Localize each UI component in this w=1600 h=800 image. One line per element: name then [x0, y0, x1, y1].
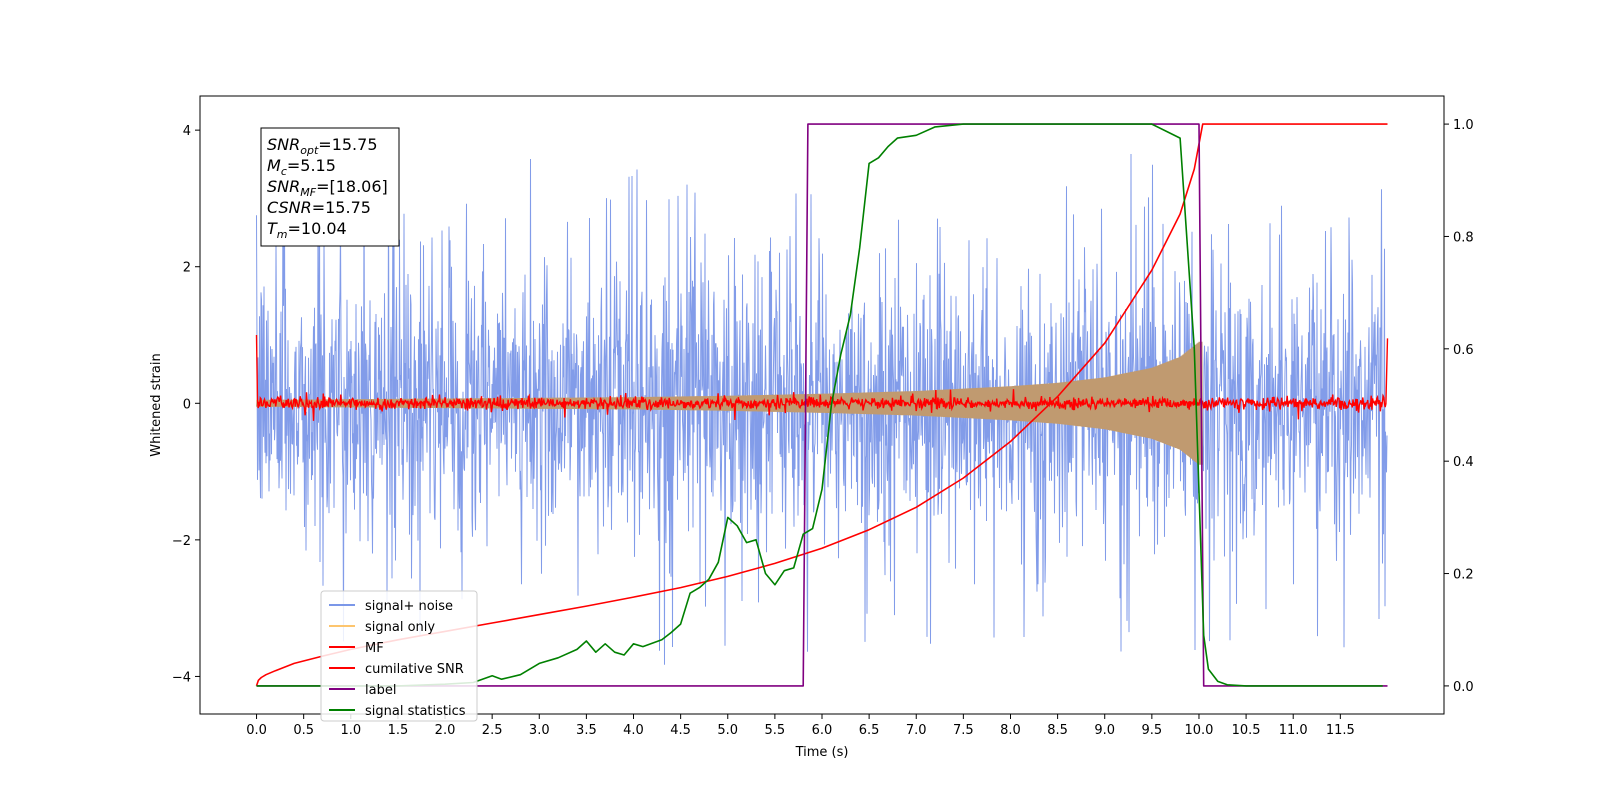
x-tick-label: 4.0 [623, 723, 644, 738]
annotation-line: SNRMF=[18.06] [267, 177, 388, 199]
x-tick-label: 0.5 [293, 723, 314, 738]
legend-entry-label: MF [365, 641, 384, 656]
x-tick-label: 2.0 [435, 723, 456, 738]
y-axis-left: 4 2 0 −2 −4 [172, 124, 200, 685]
x-tick-label: 6.0 [812, 723, 833, 738]
plot-area [255, 123, 1389, 687]
annotation-value: =[18.06] [316, 177, 388, 196]
y-axis-right: 1.0 0.8 0.6 0.4 0.2 0.0 [1444, 118, 1474, 695]
x-tick-label: 3.5 [576, 723, 597, 738]
annotation-subscript: MF [300, 186, 316, 199]
series-mf [255, 334, 1389, 421]
x-axis: 0.0 0.5 1.0 1.5 2.0 2.5 3.0 3.5 4.0 4.5 5.0 5.5 6.0 6… [246, 714, 1355, 738]
y-axis-label: Whitened strain [149, 353, 164, 456]
x-tick-label: 0.0 [246, 723, 267, 738]
legend-entry-label: signal only [365, 620, 435, 635]
y-tick-label: 2 [183, 261, 191, 276]
legend-entry-label: signal+ noise [365, 599, 453, 614]
x-tick-label: 8.0 [1000, 723, 1021, 738]
y2-tick-label: 0.8 [1453, 230, 1474, 245]
x-tick-label: 10.5 [1232, 723, 1261, 738]
x-tick-label: 1.5 [388, 723, 409, 738]
x-tick-label: 5.5 [765, 723, 786, 738]
x-tick-label: 9.0 [1094, 723, 1115, 738]
x-tick-label: 1.0 [340, 723, 361, 738]
y2-tick-label: 0.6 [1453, 343, 1474, 358]
annotation-symbol: SNR [267, 177, 300, 196]
annotation-subscript: c [281, 165, 287, 178]
legend: signal+ noise signal only MF cumilative SNR… [320, 590, 478, 722]
annotation-value: =15.75 [312, 198, 371, 217]
y-tick-label: 0 [183, 397, 191, 412]
x-tick-label: 7.0 [906, 723, 927, 738]
x-tick-label: 7.5 [953, 723, 974, 738]
y-tick-label: −2 [172, 534, 191, 549]
x-tick-label: 9.5 [1142, 723, 1163, 738]
series-cumulative-snr [255, 123, 1388, 687]
annotation-value: =5.15 [287, 156, 336, 175]
annotation-symbol: T [267, 219, 278, 238]
y2-tick-label: 0.4 [1453, 455, 1474, 470]
series-signal-statistics [256, 123, 1383, 687]
annotation-value: =10.04 [288, 219, 347, 238]
x-axis-label: Time (s) [795, 745, 849, 760]
y2-tick-label: 1.0 [1453, 118, 1474, 133]
annotation-line: Tm=10.04 [267, 219, 347, 241]
y-tick-label: −4 [172, 670, 191, 685]
y2-tick-label: 0.2 [1453, 568, 1474, 583]
annotation-symbol: SNR [267, 135, 300, 154]
x-tick-label: 3.0 [529, 723, 550, 738]
annotation-line: Mc=5.15 [267, 156, 336, 178]
annotation-value: =15.75 [318, 135, 377, 154]
x-tick-label: 11.5 [1326, 723, 1355, 738]
x-tick-label: 11.0 [1279, 723, 1308, 738]
x-tick-label: 6.5 [859, 723, 880, 738]
y2-tick-label: 0.0 [1453, 680, 1474, 695]
legend-entry-label: cumilative SNR [365, 662, 464, 677]
x-tick-label: 2.5 [482, 723, 503, 738]
x-tick-label: 10.0 [1184, 723, 1213, 738]
stats-annotation-box: SNRopt=15.75Mc=5.15SNRMF=[18.06]CSNR=15.… [260, 127, 400, 247]
x-tick-label: 8.5 [1047, 723, 1068, 738]
x-tick-label: 5.0 [717, 723, 738, 738]
annotation-line: CSNR=15.75 [267, 198, 371, 217]
y-tick-label: 4 [183, 124, 191, 139]
legend-entry-label: label [365, 683, 396, 698]
annotation-symbol: M [267, 156, 281, 175]
legend-frame [320, 590, 478, 722]
annotation-subscript: opt [300, 144, 319, 157]
x-tick-label: 4.5 [670, 723, 691, 738]
annotation-line: SNRopt=15.75 [267, 135, 378, 157]
annotation-subscript: m [277, 228, 288, 241]
legend-entry-label: signal statistics [365, 704, 466, 719]
annotation-symbol: CSNR [267, 198, 312, 217]
